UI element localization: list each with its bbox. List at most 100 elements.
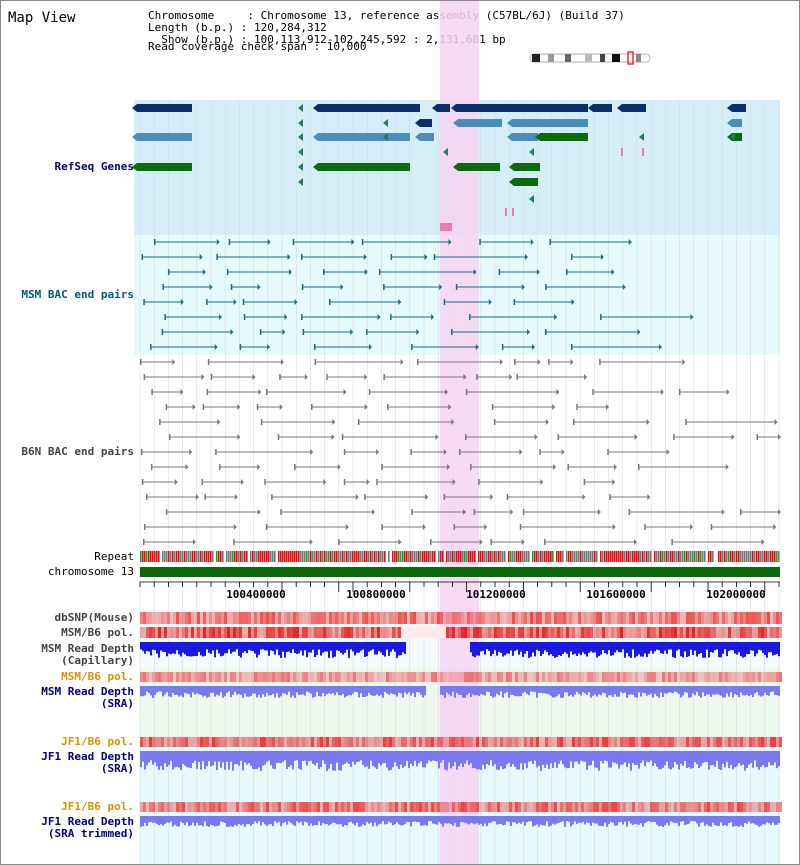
heat-cell (539, 737, 542, 747)
heat-cell (491, 802, 494, 812)
heat-cell (644, 627, 647, 638)
heat-cell (302, 802, 305, 812)
depth-bar (510, 686, 512, 695)
bac-end-arrow (351, 239, 355, 245)
heat-cell (770, 672, 773, 682)
heat-cell (461, 627, 464, 638)
heat-cell (152, 612, 155, 624)
depth-bar (620, 816, 622, 822)
depth-bar (524, 642, 526, 654)
depth-bar (164, 816, 166, 824)
depth-bar (190, 642, 192, 657)
heat-cell (479, 737, 482, 747)
heat-cell (575, 627, 578, 638)
depth-bar (538, 816, 540, 827)
heat-cell (647, 737, 650, 747)
depth-bar (764, 686, 766, 693)
heat-cell (245, 672, 248, 682)
heat-cell (215, 802, 218, 812)
heat-cell (581, 612, 584, 624)
depth-bar (476, 686, 478, 696)
heat-cell (620, 612, 623, 624)
heat-cell (572, 627, 575, 638)
depth-bar (458, 816, 460, 827)
heat-cell (635, 627, 638, 638)
depth-bar (706, 816, 708, 825)
depth-bar (312, 686, 314, 698)
depth-bar (486, 751, 488, 765)
depth-bar (578, 686, 580, 694)
depth-bar (300, 751, 302, 770)
depth-bar (456, 751, 458, 770)
track-label-b6n-bac[interactable]: B6N BAC end pairs (21, 445, 134, 458)
bac-end-arrow (488, 299, 492, 305)
depth-bar (490, 642, 492, 657)
heat-cell (401, 737, 404, 747)
depth-bar (246, 642, 248, 654)
heat-cell (464, 802, 467, 812)
repeat-element (202, 551, 204, 562)
heat-cell (743, 672, 746, 682)
depth-bar (708, 751, 710, 770)
heat-cell (362, 612, 365, 624)
heat-cell (593, 802, 596, 812)
heat-cell (230, 627, 233, 638)
depth-bar (528, 816, 530, 822)
depth-bar (360, 642, 362, 651)
heat-cell (314, 627, 317, 638)
depth-bar (454, 751, 456, 763)
depth-bar (358, 642, 360, 653)
heat-cell (329, 802, 332, 812)
depth-bar (650, 816, 652, 823)
heat-cell (377, 612, 380, 624)
heat-cell (341, 672, 344, 682)
repeat-element (338, 551, 340, 562)
heat-cell (152, 627, 155, 638)
heat-cell (458, 737, 461, 747)
heat-cell (194, 672, 197, 682)
heat-cell (233, 737, 236, 747)
heat-cell (374, 802, 377, 812)
depth-bar (170, 686, 172, 697)
depth-bar (412, 816, 414, 822)
bac-end-arrow (451, 419, 455, 425)
depth-bar (356, 642, 358, 653)
heat-cell (458, 627, 461, 638)
depth-bar (172, 642, 174, 654)
depth-bar (246, 816, 248, 825)
gene-small-pink (440, 223, 452, 231)
bac-end-arrow (257, 509, 261, 515)
heat-cell (620, 672, 623, 682)
depth-bar (144, 816, 146, 823)
heat-cell (437, 627, 440, 638)
depth-bar (618, 751, 620, 769)
depth-bar (574, 686, 576, 695)
heat-cell (596, 802, 599, 812)
repeat-element (294, 551, 296, 562)
heat-cell (146, 612, 149, 624)
heat-cell (656, 627, 659, 638)
track-label-refseq[interactable]: RefSeq Genes (54, 160, 134, 173)
depth-bar (188, 751, 190, 768)
heat-cell (548, 802, 551, 812)
depth-bar (302, 816, 304, 826)
depth-bar (342, 642, 344, 655)
bac-end-arrow (463, 374, 467, 380)
heat-cell (311, 802, 314, 812)
depth-bar (198, 816, 200, 826)
heat-cell (764, 627, 767, 638)
depth-bar (446, 686, 448, 693)
heat-cell (251, 612, 254, 624)
track-label-msm-bac[interactable]: MSM BAC end pairs (21, 288, 134, 301)
bac-end-arrow (509, 374, 513, 380)
repeat-element (178, 551, 180, 562)
heat-cell (467, 737, 470, 747)
heat-cell (731, 672, 734, 682)
heat-cell (617, 737, 620, 747)
heat-cell (407, 737, 410, 747)
heat-cell (554, 612, 557, 624)
depth-bar (350, 686, 352, 696)
depth-bar (664, 751, 666, 766)
depth-bar (186, 816, 188, 823)
